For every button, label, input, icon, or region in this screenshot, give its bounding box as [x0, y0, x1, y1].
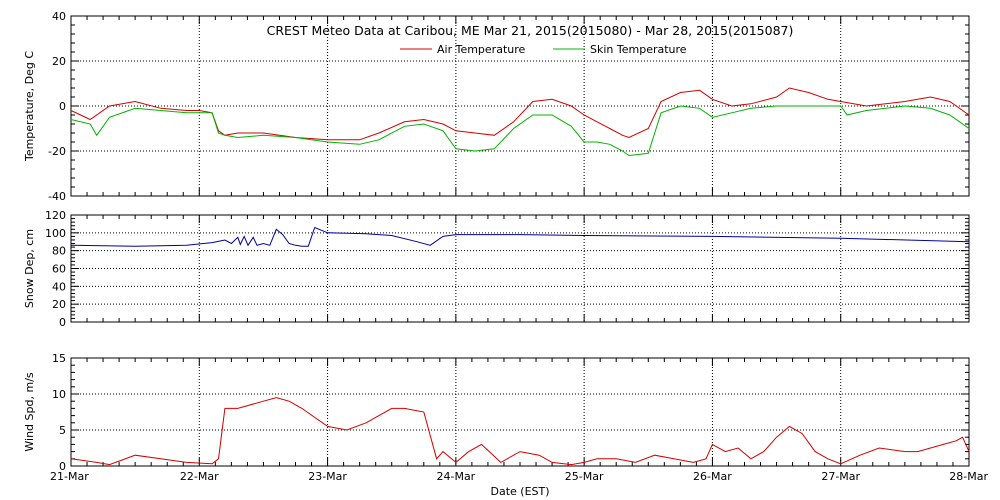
- y-tick-label: 80: [52, 245, 66, 258]
- y-tick-label: -40: [48, 190, 66, 203]
- y-axis-label: Wind Spd, m/s: [23, 372, 36, 452]
- y-tick-label: 120: [45, 209, 66, 222]
- y-tick-label: 10: [52, 388, 66, 401]
- y-tick-label: 5: [59, 424, 66, 437]
- y-tick-label: 15: [52, 352, 66, 365]
- y-tick-label: -20: [48, 145, 66, 158]
- y-tick-label: 100: [45, 227, 66, 240]
- x-tick-label: 24-Mar: [436, 470, 475, 483]
- plot-frame: [70, 214, 970, 323]
- y-axis-label: Temperature, Deg C: [23, 51, 36, 162]
- series-line-panel-3: [70, 397, 970, 466]
- legend-label: Air Temperature: [437, 43, 526, 56]
- y-tick-label: 60: [52, 263, 66, 276]
- panel-3: 15 10 5 0 Wind Spd, m/s 21-Mar 22-Mar 23-Mar 24-…: [23, 352, 988, 483]
- y-axis-label: Snow Dep, cm: [23, 229, 36, 308]
- plot-frame: [70, 357, 970, 467]
- legend-label: Skin Temperature: [590, 43, 687, 56]
- y-tick-label: 0: [59, 460, 66, 473]
- x-tick-label: 27-Mar: [821, 470, 860, 483]
- y-tick-label: 40: [52, 280, 66, 293]
- legend: Air Temperature Skin Temperature: [400, 43, 687, 56]
- x-axis-label: Date (EST): [490, 485, 549, 498]
- chart-title: CREST Meteo Data at Caribou, ME Mar 21, …: [267, 23, 794, 38]
- series-line-air-temperature: [70, 87, 970, 141]
- y-tick-label: 0: [59, 100, 66, 113]
- y-tick-label: 0: [59, 316, 66, 329]
- y-tick-label: 20: [52, 55, 66, 68]
- y-tick-label: 20: [52, 298, 66, 311]
- x-tick-label: 23-Mar: [308, 470, 347, 483]
- series-line-panel-2: [70, 226, 970, 247]
- x-tick-label: 25-Mar: [565, 470, 604, 483]
- series-line-skin-temperature: [70, 105, 970, 157]
- panel-1: 40 20 0 -20 -40 Temperature, Deg C Air Tempera…: [23, 10, 970, 203]
- x-tick-label: 22-Mar: [180, 470, 219, 483]
- x-tick-label: 21-Mar: [50, 470, 89, 483]
- x-tick-label: 28-Mar: [949, 470, 988, 483]
- x-tick-label: 26-Mar: [693, 470, 732, 483]
- panel-2: 120 100 80 60 40 20 0 Snow Dep, cm: [23, 209, 970, 329]
- y-tick-label: 40: [52, 10, 66, 23]
